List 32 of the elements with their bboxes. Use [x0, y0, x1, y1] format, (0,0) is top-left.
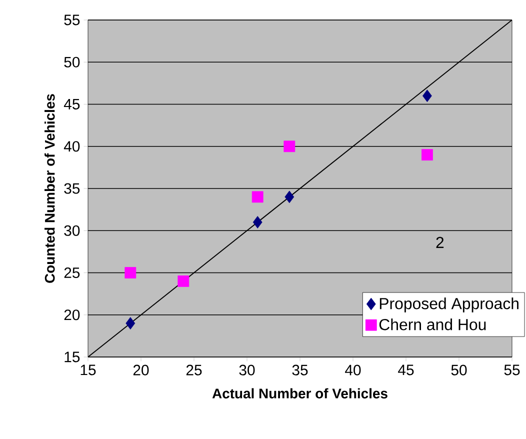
point [284, 140, 296, 152]
y-tick-label: 35 [64, 183, 80, 194]
point [124, 267, 136, 278]
y-tick-label: 20 [64, 310, 80, 320]
y-tick-label: 25 [64, 267, 80, 278]
y-tick-label: 55 [64, 14, 80, 26]
x-tick-label: 35 [292, 364, 308, 376]
legend-label: Proposed Approach [380, 298, 518, 312]
x-tick-label: 45 [398, 364, 414, 376]
x-tick-label: 55 [504, 364, 520, 376]
point [252, 216, 262, 228]
point [422, 90, 432, 102]
x-axis-title: Actual Number of Vehicles [212, 388, 388, 398]
x-tick-label: 50 [451, 364, 467, 376]
y-tick-label: 40 [64, 141, 80, 152]
y-tick-label: 15 [64, 352, 80, 362]
x-tick-label: 40 [345, 364, 361, 376]
point [178, 275, 190, 287]
y-tick-label: 30 [64, 225, 80, 236]
x-tick-label: 15 [80, 364, 96, 376]
point [126, 317, 136, 330]
point [252, 191, 264, 203]
y-tick-label: 45 [64, 99, 80, 110]
y-tick-label: 50 [64, 56, 80, 68]
x-tick-label: 30 [239, 364, 255, 376]
x-tick-label: 25 [186, 364, 202, 376]
y-axis-title: Counted Number of Vehicles [44, 94, 55, 283]
x-tick-label: 20 [133, 364, 149, 376]
point [422, 149, 433, 160]
legend-label: Chern and Hou [379, 318, 486, 330]
annotation: 2 [436, 236, 444, 248]
point [284, 190, 294, 204]
